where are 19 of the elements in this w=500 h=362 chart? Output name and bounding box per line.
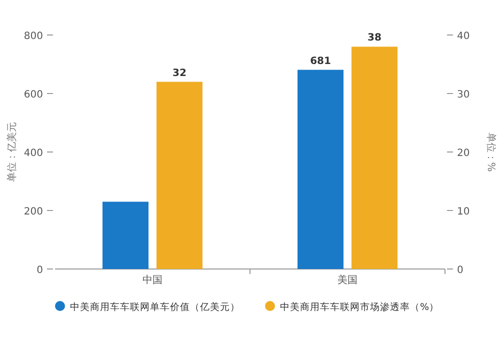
y2-tick-label: 40 [457,31,470,42]
data-label: 32 [172,68,186,79]
y-axis-title: 单位：亿美元 [6,122,18,182]
x-tick-label: 美国 [338,274,358,286]
data-label: 681 [310,56,331,67]
y2-tick-label: 20 [457,148,470,159]
y-tick-label: 0 [36,265,43,276]
legend-label: 中美商用车车联网市场渗透率（%） [280,301,440,313]
y2-tick-label: 30 [457,90,470,100]
y-tick-label: 600 [24,90,43,100]
y-tick-label: 400 [24,148,43,159]
y2-axis-title: 单位：% [485,132,497,172]
y2-tick-label: 10 [457,206,470,218]
y2-tick-label: 0 [457,265,464,276]
data-label: 38 [368,32,382,44]
y-tick-label: 800 [24,31,43,42]
x-tick-label: 中国 [142,274,162,286]
y-tick-label: 200 [24,206,43,218]
legend-label: 中美商用车车联网单车价值（亿美元） [70,301,240,313]
